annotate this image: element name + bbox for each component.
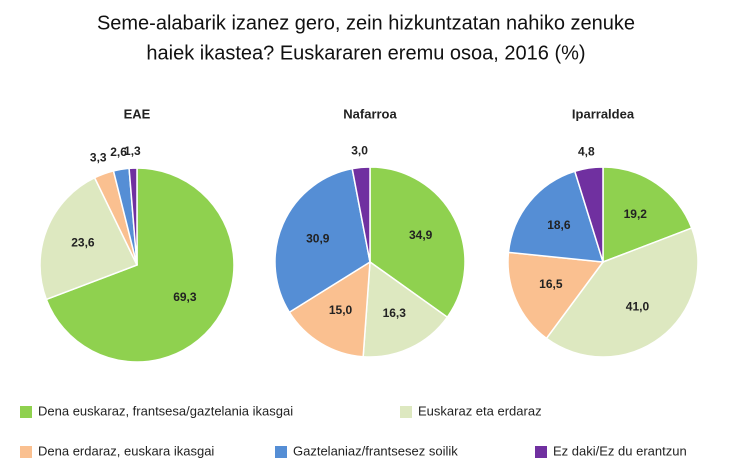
pie-title: EAE bbox=[124, 106, 151, 121]
data-label: 16,3 bbox=[383, 306, 407, 320]
legend-label: Gaztelaniaz/frantsesez soilik bbox=[293, 443, 458, 458]
pie-slice bbox=[362, 260, 449, 358]
pie-slice bbox=[45, 167, 235, 363]
legend-swatch bbox=[275, 446, 287, 458]
legend-label: Ez daki/Ez du erantzun bbox=[553, 443, 687, 458]
data-label: 34,9 bbox=[409, 228, 433, 242]
pie-slice bbox=[602, 166, 693, 264]
data-label: 16,5 bbox=[539, 277, 563, 291]
data-label: 69,3 bbox=[173, 290, 197, 304]
data-label: 23,6 bbox=[71, 236, 95, 250]
legend-swatch bbox=[20, 446, 32, 458]
data-label: 4,8 bbox=[578, 144, 595, 158]
data-label: 3,0 bbox=[351, 144, 368, 158]
legend-label: Dena euskaraz, frantsesa/gaztelania ikas… bbox=[38, 403, 293, 418]
pie-slice bbox=[39, 176, 139, 301]
legend-label: Dena erdaraz, euskara ikasgai bbox=[38, 443, 214, 458]
legend-swatch bbox=[535, 446, 547, 458]
data-label: 41,0 bbox=[626, 300, 650, 314]
chart-title: haiek ikastea? Euskararen eremu osoa, 20… bbox=[146, 42, 585, 64]
pie-slice bbox=[274, 167, 371, 314]
pie-slice bbox=[573, 166, 604, 263]
data-label: 3,3 bbox=[90, 150, 107, 164]
pie-slice bbox=[507, 251, 605, 340]
legend-swatch bbox=[400, 406, 412, 418]
pie-slice bbox=[369, 166, 466, 319]
pie-slice bbox=[128, 167, 138, 266]
pie-slice bbox=[507, 170, 605, 263]
pie-slice bbox=[288, 260, 371, 358]
data-label: 15,0 bbox=[329, 303, 353, 317]
data-label: 30,9 bbox=[306, 231, 330, 245]
data-label: 2,6 bbox=[110, 145, 127, 159]
pie-title: Iparraldea bbox=[572, 106, 635, 121]
data-label: 19,2 bbox=[624, 207, 648, 221]
pie-slice bbox=[351, 166, 371, 263]
legend-swatch bbox=[20, 406, 32, 418]
legend-label: Euskaraz eta erdaraz bbox=[418, 403, 542, 418]
pie-slice bbox=[545, 227, 699, 358]
chart-title: Seme-alabarik izanez gero, zein hizkuntz… bbox=[97, 12, 635, 34]
data-label: 18,6 bbox=[547, 218, 571, 232]
pie-title: Nafarroa bbox=[343, 106, 397, 121]
data-label: 1,3 bbox=[124, 144, 141, 158]
